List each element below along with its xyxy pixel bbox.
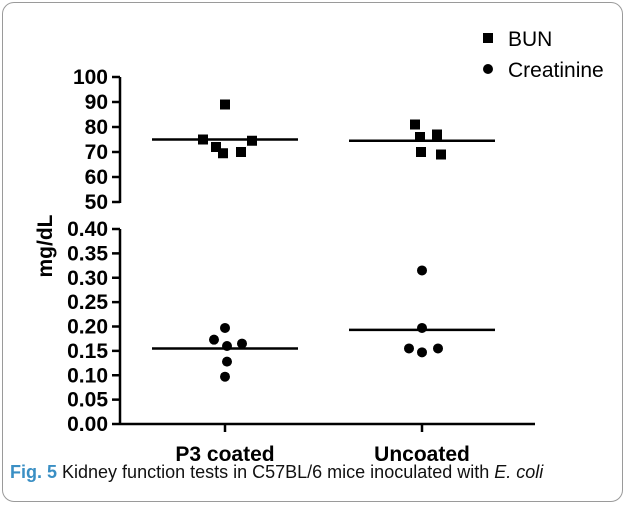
creatinine-tick-label: 0.10 [67, 364, 108, 387]
legend-label: Creatinine [508, 59, 604, 82]
creatinine-tick-label: 0.20 [67, 316, 108, 339]
creatinine-point [433, 343, 443, 354]
bun-point [236, 147, 246, 157]
legend-label: BUN [508, 28, 552, 51]
bun-point [432, 129, 442, 140]
creatinine-tick-label: 0.00 [67, 413, 108, 436]
caption-label: Fig. 5 [10, 462, 58, 482]
bun-point [415, 132, 425, 142]
creatinine-point [404, 343, 414, 354]
bun-tick-label: 60 [85, 166, 108, 189]
y-axis-label: mg/dL [34, 214, 57, 277]
creatinine-tick-label: 0.30 [67, 267, 108, 290]
x-tick-label: P3 coated [175, 443, 274, 466]
bun-tick-label: 100 [73, 66, 108, 89]
bun-point [211, 142, 221, 152]
bun-point [220, 99, 230, 110]
creatinine-tick-label: 0.35 [67, 242, 108, 265]
creatinine-point [417, 322, 427, 333]
creatinine-point [220, 371, 230, 382]
caption-text: Kidney function tests in C57BL/6 mice in… [57, 462, 495, 482]
creatinine-point [209, 334, 219, 345]
creatinine-tick-label: 0.05 [67, 389, 108, 412]
bun-tick-label: 80 [85, 116, 108, 139]
bun-point [416, 147, 426, 157]
creatinine-point [237, 338, 247, 349]
creatinine-point [222, 356, 232, 367]
caption-italic: E. coli [494, 462, 544, 482]
legend-marker-bun [483, 33, 493, 43]
figure-frame [2, 2, 623, 502]
bun-tick-label: 70 [85, 141, 108, 164]
bun-point [436, 149, 446, 160]
x-tick-label: Uncoated [374, 443, 470, 466]
creatinine-point [417, 265, 427, 276]
creatinine-tick-label: 0.40 [67, 218, 108, 241]
creatinine-point [220, 322, 230, 333]
creatinine-tick-label: 0.15 [67, 340, 108, 363]
bun-point [410, 119, 420, 130]
creatinine-point [417, 347, 427, 358]
bun-tick-label: 50 [85, 191, 108, 214]
bun-point [218, 148, 228, 159]
creatinine-tick-label: 0.25 [67, 291, 108, 314]
bun-tick-label: 90 [85, 91, 108, 114]
figure-caption: Fig. 5 Kidney function tests in C57BL/6 … [10, 462, 620, 483]
legend-marker-creatinine [483, 64, 493, 74]
